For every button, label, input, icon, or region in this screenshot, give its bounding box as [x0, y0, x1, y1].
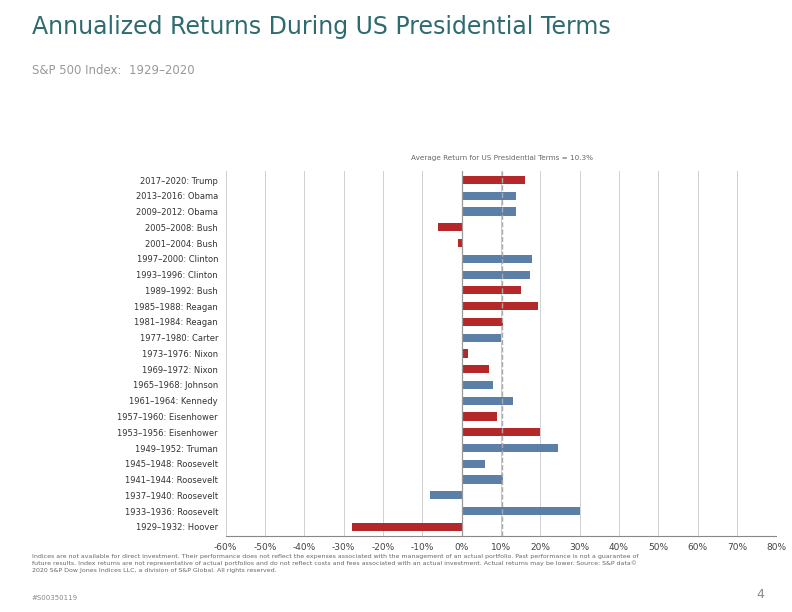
Bar	[462, 428, 540, 436]
Bar	[430, 491, 462, 499]
Bar	[462, 271, 531, 278]
Bar	[458, 239, 462, 247]
Bar	[462, 192, 516, 200]
Bar	[462, 286, 520, 294]
Bar	[462, 444, 558, 452]
Bar	[462, 207, 516, 215]
Text: Average Return for US Presidential Terms = 10.3%: Average Return for US Presidential Terms…	[411, 155, 593, 161]
Bar	[462, 176, 524, 184]
Bar	[462, 460, 485, 468]
Text: Indices are not available for direct investment. Their performance does not refl: Indices are not available for direct inv…	[32, 554, 638, 573]
Bar	[462, 412, 497, 420]
Bar	[462, 397, 512, 405]
Bar	[462, 255, 532, 263]
Bar	[462, 334, 501, 341]
Bar	[462, 365, 489, 373]
Bar	[462, 318, 503, 326]
Text: 4: 4	[756, 588, 764, 601]
Bar	[462, 507, 580, 515]
Text: Annualized Returns During US Presidential Terms: Annualized Returns During US Presidentia…	[32, 15, 611, 39]
Bar	[462, 476, 503, 483]
Bar	[352, 523, 462, 531]
Bar	[462, 381, 493, 389]
Bar	[438, 223, 462, 231]
Bar	[462, 349, 467, 357]
Text: #S00350119: #S00350119	[32, 595, 78, 601]
Text: S&P 500 Index:  1929–2020: S&P 500 Index: 1929–2020	[32, 64, 194, 77]
Bar	[462, 302, 539, 310]
